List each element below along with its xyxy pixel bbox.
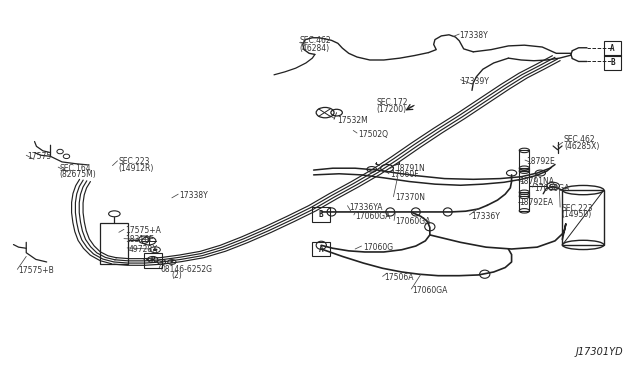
Text: (2): (2) (172, 271, 182, 280)
Text: 18792EA: 18792EA (519, 198, 553, 207)
Text: A: A (319, 244, 324, 253)
Text: SEC.462: SEC.462 (300, 36, 331, 45)
Text: 17060GA: 17060GA (396, 218, 431, 227)
Text: 17060G: 17060G (363, 243, 393, 251)
Bar (519, 150, 529, 171)
Text: J17301YD: J17301YD (576, 347, 623, 357)
Text: 17506A: 17506A (384, 273, 413, 282)
Bar (312, 241, 330, 256)
Text: 17502Q: 17502Q (358, 129, 388, 139)
Text: 18791NA: 18791NA (519, 177, 554, 186)
Text: (14912R): (14912R) (119, 164, 154, 173)
Text: SEC.223: SEC.223 (119, 157, 150, 166)
Text: 17575: 17575 (28, 152, 52, 161)
Bar (563, 190, 604, 245)
Bar (100, 223, 129, 264)
Text: 18792E: 18792E (526, 157, 555, 166)
Bar (604, 55, 621, 70)
Text: 17532M: 17532M (337, 116, 368, 125)
Bar (519, 192, 529, 211)
Text: 17060GA: 17060GA (413, 286, 448, 295)
Text: SEC.164: SEC.164 (60, 164, 91, 173)
Text: (46285X): (46285X) (564, 142, 599, 151)
Ellipse shape (170, 261, 173, 263)
Text: 17336YA: 17336YA (349, 203, 382, 212)
Text: 49728X: 49728X (129, 244, 158, 253)
Text: 17060GA: 17060GA (534, 184, 570, 193)
Text: SEC.172: SEC.172 (376, 98, 408, 107)
Text: (14950): (14950) (561, 211, 591, 219)
Text: 17060F: 17060F (390, 170, 419, 179)
Text: SEC.223: SEC.223 (561, 204, 593, 213)
Text: 18791N: 18791N (396, 164, 425, 173)
Text: (17200): (17200) (376, 105, 406, 114)
Bar (312, 207, 330, 222)
Text: 17338Y: 17338Y (460, 31, 488, 41)
Bar (519, 168, 529, 196)
Text: B: B (610, 58, 615, 67)
Ellipse shape (153, 248, 157, 251)
Text: 17370N: 17370N (395, 193, 425, 202)
Bar (144, 253, 162, 268)
Text: 17336Y: 17336Y (470, 212, 500, 221)
Text: 17575+A: 17575+A (125, 226, 161, 235)
Text: 17338Y: 17338Y (179, 191, 208, 200)
Text: 17060GA: 17060GA (355, 212, 390, 221)
Text: (46284): (46284) (300, 44, 330, 52)
Text: 18316E: 18316E (125, 235, 154, 244)
Text: B: B (319, 210, 324, 219)
Text: SEC.462: SEC.462 (564, 135, 596, 144)
Text: B: B (150, 256, 155, 265)
Text: 08146-6252G: 08146-6252G (161, 265, 212, 274)
Text: 17575+B: 17575+B (19, 266, 54, 275)
Bar (604, 41, 621, 56)
Ellipse shape (160, 261, 163, 263)
Text: 17339Y: 17339Y (461, 77, 490, 86)
Text: (82675M): (82675M) (60, 170, 96, 179)
Text: A: A (610, 44, 615, 53)
